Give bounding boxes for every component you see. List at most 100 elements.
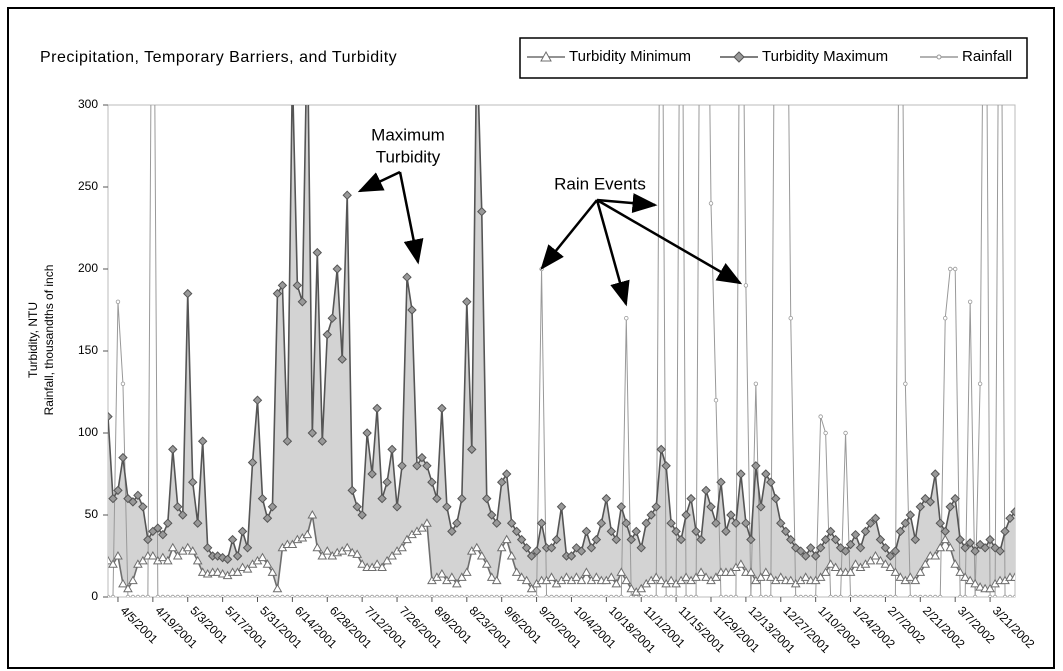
marker	[138, 502, 148, 512]
marker	[133, 490, 143, 501]
chart-title: Precipitation, Temporary Barriers, and T…	[40, 49, 397, 66]
marker	[755, 572, 766, 581]
marker	[649, 594, 654, 597]
marker	[768, 594, 774, 597]
marker	[255, 594, 260, 597]
marker	[965, 538, 975, 548]
y-tick-label: 250	[78, 179, 98, 193]
marker	[751, 461, 761, 471]
marker	[447, 526, 457, 537]
marker	[147, 550, 158, 560]
marker	[262, 559, 273, 568]
marker	[868, 594, 873, 597]
marker	[1012, 594, 1015, 597]
marker	[621, 518, 631, 528]
marker	[340, 594, 345, 597]
marker	[788, 316, 793, 321]
marker	[723, 594, 729, 597]
marker	[235, 594, 240, 597]
marker	[918, 594, 923, 597]
marker	[217, 552, 228, 563]
marker	[242, 543, 253, 553]
marker	[422, 518, 432, 527]
marker	[397, 461, 407, 471]
marker	[215, 594, 220, 597]
marker	[905, 572, 916, 581]
marker	[479, 594, 484, 597]
marker	[200, 594, 205, 597]
marker	[940, 526, 950, 537]
marker	[222, 554, 233, 564]
marker	[427, 477, 437, 487]
marker	[619, 594, 624, 597]
marker	[758, 594, 764, 597]
marker	[631, 526, 641, 537]
marker	[878, 594, 883, 597]
marker	[476, 550, 487, 560]
marker	[232, 567, 243, 576]
marker	[237, 562, 248, 571]
marker	[262, 513, 273, 523]
marker	[467, 444, 477, 455]
marker	[461, 567, 472, 576]
marker	[402, 534, 412, 544]
marker	[345, 594, 350, 597]
marker	[501, 469, 512, 479]
marker	[172, 550, 183, 560]
marker	[564, 594, 569, 597]
marker	[125, 594, 131, 597]
marker	[335, 594, 340, 597]
marker	[217, 569, 228, 578]
marker	[247, 457, 258, 468]
marker	[728, 594, 734, 597]
marker	[437, 569, 447, 578]
marker	[614, 594, 619, 597]
marker	[900, 518, 911, 528]
marker	[928, 594, 933, 597]
marker	[456, 572, 467, 581]
marker	[444, 594, 450, 597]
marker	[935, 518, 945, 528]
marker	[120, 381, 126, 386]
marker	[855, 543, 866, 553]
marker	[310, 594, 315, 597]
y-tick-label: 150	[78, 343, 98, 357]
marker	[848, 594, 853, 597]
marker	[554, 594, 559, 597]
marker	[915, 567, 926, 576]
marker	[168, 444, 178, 455]
marker	[240, 594, 245, 597]
marker	[514, 594, 519, 597]
overlay: Maximum Turbidity Rain Events	[357, 125, 743, 307]
marker	[736, 559, 746, 568]
marker	[300, 594, 305, 597]
marker	[786, 534, 796, 545]
marker	[693, 594, 699, 597]
marker	[985, 534, 995, 545]
marker	[800, 572, 811, 581]
marker	[521, 543, 532, 553]
marker	[352, 549, 363, 558]
marker	[599, 594, 604, 597]
marker	[766, 477, 776, 487]
marker	[546, 572, 557, 581]
marker	[686, 493, 696, 504]
marker	[748, 594, 754, 597]
marker	[935, 542, 946, 552]
marker	[212, 567, 223, 576]
marker	[980, 543, 990, 553]
marker	[671, 526, 681, 537]
legend-marker	[540, 50, 552, 62]
marker	[666, 575, 676, 585]
marker	[890, 567, 901, 576]
marker	[128, 575, 138, 585]
marker	[320, 594, 325, 597]
marker	[118, 578, 128, 588]
marker	[549, 594, 554, 597]
marker	[526, 583, 537, 593]
marker	[721, 526, 731, 537]
marker	[611, 578, 622, 588]
marker	[504, 594, 509, 597]
marker	[506, 518, 517, 528]
marker	[895, 526, 906, 537]
